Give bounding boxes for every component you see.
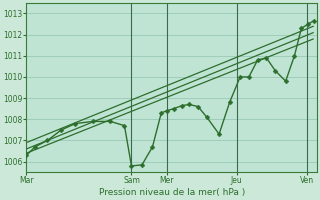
- X-axis label: Pression niveau de la mer( hPa ): Pression niveau de la mer( hPa ): [99, 188, 245, 197]
